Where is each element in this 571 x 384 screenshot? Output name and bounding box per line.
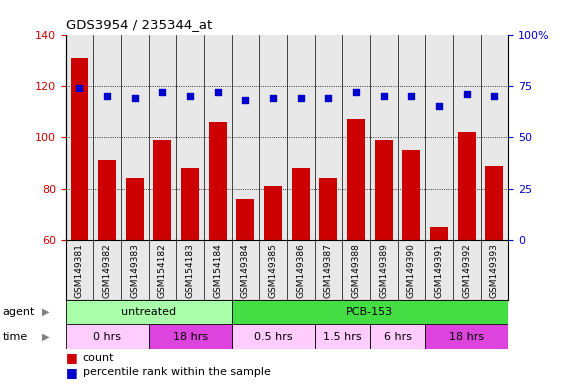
Text: 0 hrs: 0 hrs	[93, 332, 121, 342]
Point	[324, 95, 333, 101]
Point	[213, 89, 222, 95]
Point	[158, 89, 167, 95]
Bar	[347, 119, 365, 240]
Text: GDS3954 / 235344_at: GDS3954 / 235344_at	[66, 18, 212, 31]
Point	[490, 93, 499, 99]
Text: percentile rank within the sample: percentile rank within the sample	[83, 367, 271, 377]
Text: GSM149384: GSM149384	[241, 243, 250, 298]
Bar	[315, 324, 370, 349]
Text: GSM149385: GSM149385	[268, 243, 278, 298]
Text: ■: ■	[66, 366, 78, 379]
Bar	[264, 186, 282, 240]
Text: 1.5 hrs: 1.5 hrs	[323, 332, 361, 342]
Text: ▶: ▶	[42, 307, 49, 317]
Text: GSM154183: GSM154183	[186, 243, 195, 298]
Bar	[292, 168, 309, 240]
Text: untreated: untreated	[121, 307, 176, 317]
Bar	[232, 324, 315, 349]
Bar	[181, 168, 199, 240]
Bar	[319, 178, 337, 240]
Point	[296, 95, 305, 101]
Bar	[232, 300, 508, 324]
Text: 18 hrs: 18 hrs	[172, 332, 208, 342]
Bar	[236, 199, 255, 240]
Bar	[126, 178, 144, 240]
Point	[407, 93, 416, 99]
Text: GSM149393: GSM149393	[490, 243, 499, 298]
Text: 0.5 hrs: 0.5 hrs	[254, 332, 292, 342]
Bar	[148, 324, 232, 349]
Text: GSM149381: GSM149381	[75, 243, 84, 298]
Point	[75, 85, 84, 91]
Text: GSM149382: GSM149382	[103, 243, 112, 298]
Bar	[485, 166, 504, 240]
Point	[186, 93, 195, 99]
Bar	[375, 140, 393, 240]
Bar	[66, 300, 232, 324]
Bar	[66, 324, 148, 349]
Point	[435, 103, 444, 109]
Text: agent: agent	[3, 307, 35, 317]
Text: GSM149390: GSM149390	[407, 243, 416, 298]
Text: ■: ■	[66, 351, 78, 364]
Text: GSM154182: GSM154182	[158, 243, 167, 298]
Point	[130, 95, 139, 101]
Bar	[154, 140, 171, 240]
Bar	[70, 58, 89, 240]
Point	[379, 93, 388, 99]
Text: GSM149392: GSM149392	[462, 243, 471, 298]
Point	[241, 97, 250, 103]
Text: GSM149388: GSM149388	[352, 243, 360, 298]
Text: GSM149391: GSM149391	[435, 243, 444, 298]
Text: time: time	[3, 332, 28, 342]
Point	[352, 89, 361, 95]
Text: 6 hrs: 6 hrs	[384, 332, 412, 342]
Point	[268, 95, 278, 101]
Bar	[98, 161, 116, 240]
Bar	[403, 150, 420, 240]
Text: GSM154184: GSM154184	[214, 243, 222, 298]
Text: GSM149389: GSM149389	[379, 243, 388, 298]
Bar	[209, 122, 227, 240]
Bar	[458, 132, 476, 240]
Bar	[430, 227, 448, 240]
Point	[462, 91, 471, 97]
Text: 18 hrs: 18 hrs	[449, 332, 484, 342]
Point	[103, 93, 112, 99]
Text: GSM149386: GSM149386	[296, 243, 305, 298]
Text: count: count	[83, 353, 114, 363]
Bar	[370, 324, 425, 349]
Bar	[425, 324, 508, 349]
Text: GSM149383: GSM149383	[130, 243, 139, 298]
Text: ▶: ▶	[42, 332, 49, 342]
Text: GSM149387: GSM149387	[324, 243, 333, 298]
Text: PCB-153: PCB-153	[347, 307, 393, 317]
